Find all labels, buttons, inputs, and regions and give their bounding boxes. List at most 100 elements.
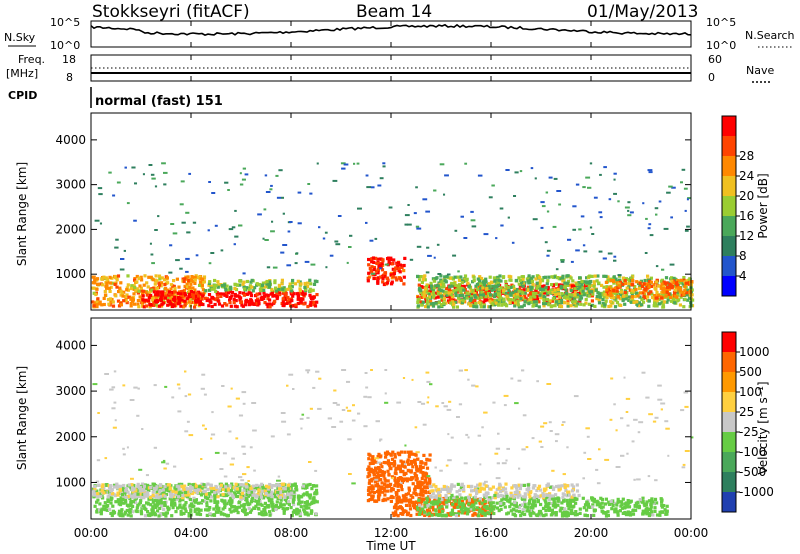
heatmap-cell — [581, 289, 585, 293]
heatmap-cell — [124, 495, 128, 499]
heatmap-cell — [441, 283, 445, 287]
heatmap-cell — [292, 304, 296, 308]
heatmap-cell — [118, 513, 122, 517]
heatmap-cell — [635, 300, 639, 304]
heatmap-cell — [575, 513, 579, 517]
heatmap-cell — [129, 304, 133, 308]
heatmap-cell — [570, 497, 574, 501]
heatmap-cell — [493, 284, 497, 288]
heatmap-cell — [616, 500, 620, 504]
heatmap-cell — [219, 483, 223, 487]
heatmap-cell — [109, 493, 113, 497]
heatmap-cell — [392, 272, 396, 276]
heatmap-cell — [425, 486, 429, 490]
heatmap-cell — [396, 479, 400, 483]
heatmap-cell — [154, 303, 158, 307]
heatmap-cell — [390, 282, 394, 286]
heatmap-cell — [133, 500, 137, 505]
heatmap-cell — [480, 501, 484, 505]
heatmap-cell — [409, 450, 413, 454]
heatmap-cell — [506, 511, 510, 515]
heatmap-cell — [182, 299, 186, 303]
heatmap-cell — [266, 487, 270, 491]
heatmap-cell — [618, 274, 622, 278]
heatmap-cell — [414, 485, 418, 489]
heatmap-cell — [198, 300, 202, 304]
heatmap-cell — [309, 509, 314, 513]
heatmap-cell — [606, 513, 610, 518]
heatmap-cell — [459, 507, 463, 511]
heatmap-cell — [174, 490, 178, 494]
heatmap-cell — [313, 492, 317, 496]
heatmap-cell — [552, 283, 556, 287]
heatmap-cell — [250, 498, 254, 502]
heatmap-cell — [603, 511, 607, 515]
heatmap-cell — [399, 459, 403, 463]
heatmap-cell — [392, 459, 397, 463]
heatmap-cell — [264, 174, 268, 177]
heatmap-cell — [564, 288, 568, 292]
nsky-label: N.Sky — [4, 31, 36, 44]
heatmap-cell — [281, 297, 285, 301]
heatmap-cell — [145, 293, 149, 297]
heatmap-cell — [263, 511, 268, 515]
heatmap-cell — [428, 458, 432, 462]
heatmap-cell — [561, 274, 565, 278]
heatmap-cell — [329, 254, 334, 257]
heatmap-cell — [136, 302, 140, 306]
heatmap-cell — [632, 300, 636, 304]
heatmap-cell — [460, 215, 464, 218]
heatmap-cell — [523, 503, 527, 507]
heatmap-cell — [181, 506, 185, 510]
heatmap-cell — [431, 304, 436, 308]
heatmap-cell — [247, 490, 251, 494]
heatmap-cell — [535, 281, 539, 285]
heatmap-cell — [563, 483, 567, 487]
heatmap-cell — [557, 277, 561, 281]
heatmap-cell — [489, 504, 493, 508]
heatmap-cell — [437, 499, 441, 503]
heatmap-cell — [208, 298, 212, 302]
heatmap-cell — [440, 514, 444, 518]
heatmap-cell — [665, 285, 669, 289]
heatmap-cell — [126, 494, 130, 498]
heatmap-cell — [251, 289, 255, 293]
heatmap-cell — [402, 495, 406, 500]
heatmap-cell — [126, 283, 130, 287]
heatmap-cell — [189, 502, 194, 506]
heatmap-cell — [419, 493, 423, 497]
heatmap-cell — [114, 246, 119, 249]
heatmap-cell — [385, 281, 390, 285]
heatmap-cell — [214, 488, 219, 492]
heatmap-cell — [379, 267, 382, 270]
heatmap-cell — [395, 496, 399, 500]
heatmap-cell — [160, 281, 164, 285]
heatmap-cell — [662, 280, 666, 284]
heatmap-cell — [606, 288, 611, 292]
heatmap-cell — [162, 301, 166, 305]
heatmap-cell — [559, 506, 563, 510]
heatmap-cell — [149, 503, 153, 507]
heatmap-cell — [435, 502, 440, 506]
heatmap-cell — [547, 501, 551, 506]
power-colorbar-label: Power [dB] — [756, 173, 770, 238]
heatmap-cell — [277, 290, 281, 294]
heatmap-cell — [596, 500, 600, 504]
heatmap-cell — [427, 481, 431, 485]
heatmap-cell — [440, 298, 444, 302]
heatmap-cell — [215, 292, 219, 297]
heatmap-cell — [193, 305, 197, 309]
heatmap-cell — [146, 510, 150, 514]
heatmap-cell — [447, 288, 452, 292]
heatmap-cell — [559, 277, 563, 281]
heatmap-cell — [607, 252, 613, 255]
heatmap-cell — [583, 513, 588, 517]
heatmap-cell — [155, 485, 159, 489]
heatmap-cell — [485, 504, 489, 508]
heatmap-cell — [196, 299, 200, 303]
heatmap-cell — [390, 262, 394, 266]
heatmap-cell — [307, 494, 311, 498]
heatmap-cell — [593, 274, 597, 278]
heatmap-cell — [570, 508, 574, 512]
